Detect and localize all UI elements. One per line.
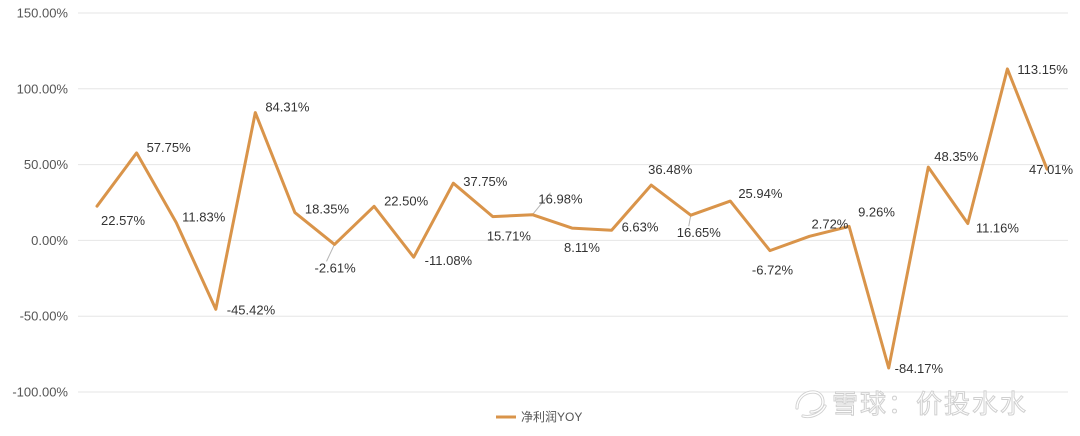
data-point[interactable] [688, 212, 694, 218]
data-point[interactable] [411, 254, 417, 260]
snowball-icon [795, 390, 827, 419]
data-label: 47.01% [1029, 162, 1074, 177]
data-point[interactable] [727, 198, 733, 204]
data-point[interactable] [925, 164, 931, 170]
grid-lines [78, 12, 1068, 393]
y-tick-label: 100.00% [17, 81, 69, 96]
data-label: 113.15% [1017, 62, 1068, 77]
label-leader-line [326, 244, 335, 262]
data-label: 16.65% [677, 225, 722, 240]
y-tick-label: 50.00% [24, 157, 69, 172]
data-label: -84.17% [895, 361, 944, 376]
y-tick-label: -50.00% [20, 309, 69, 324]
watermark: 雪球：价投水水 [795, 389, 1028, 420]
data-label: 57.75% [147, 140, 192, 155]
data-label: 16.98% [538, 192, 583, 207]
watermark-text: 雪球：价投水水 [832, 389, 1028, 419]
series-line[interactable] [95, 67, 1049, 370]
data-label: 9.26% [858, 204, 895, 219]
data-point[interactable] [1004, 66, 1010, 72]
data-point[interactable] [213, 306, 219, 312]
data-point[interactable] [767, 248, 773, 254]
data-label: -2.61% [315, 260, 357, 275]
data-label: 18.35% [305, 202, 350, 217]
data-label: -6.72% [752, 263, 794, 278]
data-point[interactable] [252, 110, 258, 116]
data-point[interactable] [490, 214, 496, 220]
data-label: -45.42% [227, 302, 276, 317]
data-labels: 22.57% 57.75% 11.83% -45.42% 84.31% 18.35% -2.… [101, 62, 1074, 376]
data-label: 36.48% [648, 162, 693, 177]
data-label: 37.75% [463, 174, 508, 189]
y-axis-ticks: 150.00% 100.00% 50.00% 0.00% -50.00% -100.00% [12, 6, 68, 400]
data-label: 15.71% [487, 229, 532, 244]
data-label: 11.16% [976, 220, 1020, 235]
data-point[interactable] [529, 212, 535, 218]
label-leader-line [688, 215, 692, 227]
data-label: 11.83% [182, 209, 226, 224]
label-leader-line [532, 192, 551, 215]
data-label: 2.72% [812, 216, 849, 231]
label-leader-lines [326, 192, 692, 262]
data-point[interactable] [807, 233, 813, 239]
data-label: 22.50% [384, 193, 429, 208]
data-label: -11.08% [425, 253, 473, 268]
data-label: 8.11% [564, 240, 600, 255]
data-label: 22.57% [101, 213, 146, 228]
data-label: 84.31% [265, 100, 310, 115]
y-tick-label: 0.00% [31, 233, 68, 248]
data-label: 25.94% [738, 186, 783, 201]
data-point[interactable] [371, 203, 377, 209]
data-point[interactable] [292, 210, 298, 216]
data-label: 48.35% [934, 149, 979, 164]
data-label: 6.63% [622, 219, 659, 234]
y-tick-label: -100.00% [12, 385, 68, 400]
data-point[interactable] [134, 150, 140, 156]
data-point[interactable] [450, 180, 456, 186]
legend: 净利润YOY [496, 410, 582, 424]
data-point[interactable] [648, 182, 654, 188]
series-lines [94, 66, 1049, 371]
data-point[interactable] [609, 227, 615, 233]
legend-label[interactable]: 净利润YOY [521, 410, 582, 424]
y-tick-label: 150.00% [17, 6, 69, 21]
data-point[interactable] [886, 365, 892, 371]
data-point[interactable] [94, 203, 100, 209]
data-point[interactable] [173, 219, 179, 225]
data-point[interactable] [965, 220, 971, 226]
data-point[interactable] [569, 225, 575, 231]
data-point[interactable] [332, 241, 338, 247]
